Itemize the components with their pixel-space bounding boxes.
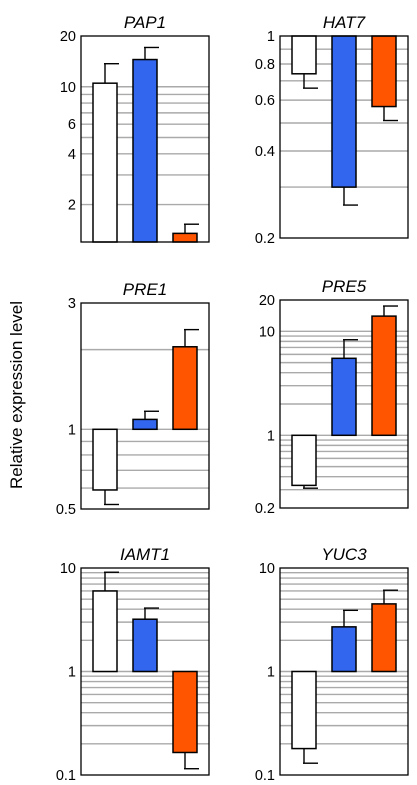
y-tick-label: 10 xyxy=(259,324,275,340)
y-tick-label: 10 xyxy=(60,561,76,577)
y-tick-label: 0.8 xyxy=(255,57,275,73)
panel-title: YUC3 xyxy=(321,545,367,564)
y-tick-label: 1 xyxy=(68,665,76,681)
y-tick-label: 6 xyxy=(68,117,76,133)
bar xyxy=(291,670,317,750)
panel-title: PAP1 xyxy=(124,13,166,32)
chart-panel: 0.1 1 10 YUC3 xyxy=(255,545,409,784)
chart-panel: 0.5 1 3 PRE1 xyxy=(56,280,210,518)
bar xyxy=(132,418,158,431)
y-tick-label: 10 xyxy=(60,80,76,96)
panel-title: PRE1 xyxy=(123,280,167,299)
y-tick-label: 3 xyxy=(68,296,76,312)
panel-title: IAMT1 xyxy=(120,545,170,564)
plot-frame xyxy=(279,567,409,776)
bar xyxy=(92,82,118,243)
bar xyxy=(291,35,317,75)
bar xyxy=(331,35,357,188)
plot-frame xyxy=(80,567,210,776)
bar xyxy=(291,434,317,487)
bar xyxy=(172,670,198,754)
bar xyxy=(331,357,357,437)
plot-frame xyxy=(279,299,409,509)
y-tick-label: 0.6 xyxy=(255,93,275,109)
chart-panels: 2 4 6 10 20 PAP1 0.2 0.4 0.6 0.8 1 HAT7 0.5 1 3 PRE1 0.2… xyxy=(56,13,409,784)
y-tick-label: 0.4 xyxy=(255,144,275,160)
chart-panel: 0.2 1 10 20 PRE5 xyxy=(255,277,409,517)
y-tick-label: 0.5 xyxy=(56,502,76,518)
bar xyxy=(371,35,397,108)
chart-panel: 2 4 6 10 20 PAP1 xyxy=(60,13,210,243)
bar xyxy=(371,315,397,437)
y-tick-label: 0.1 xyxy=(56,768,76,784)
shared-y-axis-label: Relative expression level xyxy=(7,301,26,489)
y-tick-label: 1 xyxy=(267,29,275,45)
bar xyxy=(132,58,158,243)
plot-frame xyxy=(80,35,210,243)
bar xyxy=(331,626,357,673)
bar xyxy=(371,603,397,673)
y-tick-label: 20 xyxy=(60,29,76,45)
y-tick-label: 10 xyxy=(259,561,275,577)
bar xyxy=(132,618,158,673)
bar xyxy=(172,232,198,243)
chart-panel: 0.2 0.4 0.6 0.8 1 HAT7 xyxy=(255,13,409,247)
panel-title: PRE5 xyxy=(322,277,367,296)
y-tick-label: 20 xyxy=(259,293,275,309)
y-tick-label: 0.2 xyxy=(255,231,275,247)
bar xyxy=(92,590,118,673)
chart-panel: 0.1 1 10 IAMT1 xyxy=(56,545,210,784)
plot-frame xyxy=(80,302,210,510)
y-tick-label: 1 xyxy=(267,428,275,444)
y-tick-label: 2 xyxy=(68,198,76,214)
plot-frame xyxy=(279,35,409,239)
y-tick-label: 1 xyxy=(68,422,76,438)
bar xyxy=(172,346,198,431)
panel-title: HAT7 xyxy=(323,13,366,32)
bar xyxy=(92,428,118,491)
y-tick-label: 0.1 xyxy=(255,768,275,784)
y-tick-label: 1 xyxy=(267,665,275,681)
y-tick-label: 4 xyxy=(68,147,76,163)
y-tick-label: 0.2 xyxy=(255,501,275,517)
